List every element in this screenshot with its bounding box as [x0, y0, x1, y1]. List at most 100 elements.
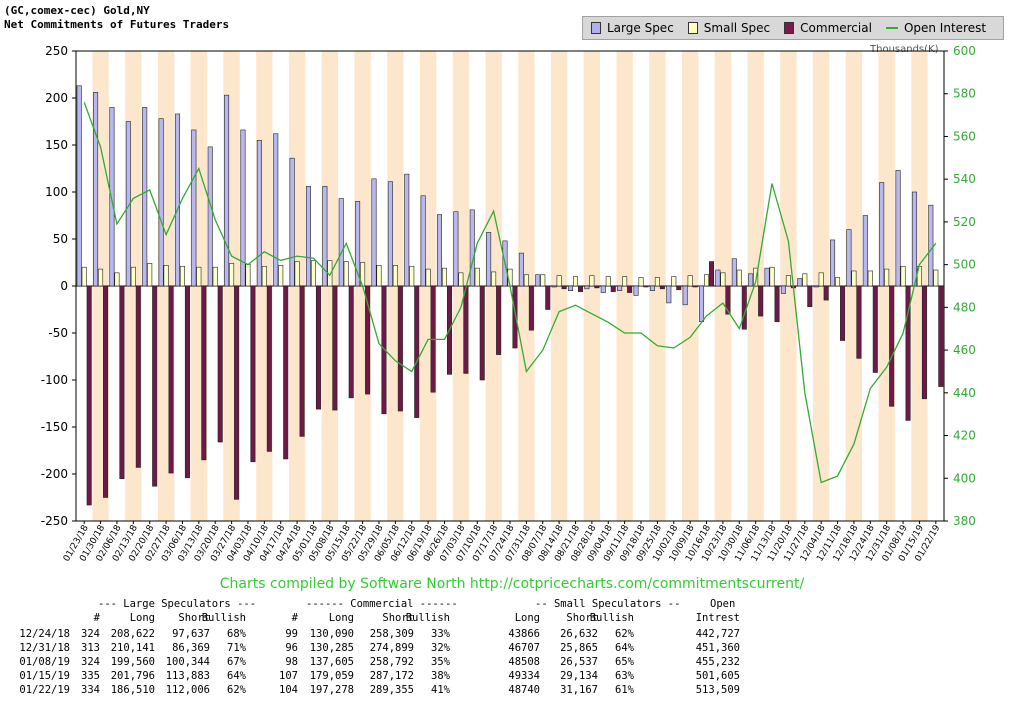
summary-column-header: Bullish — [405, 612, 450, 624]
bar-large-spec — [191, 129, 197, 287]
summary-column-header: Short — [178, 612, 210, 624]
bar-small-spec — [179, 265, 185, 287]
bar-commercial — [168, 285, 174, 474]
bar-large-spec — [355, 201, 361, 287]
right-axis-tick-label: 500 — [953, 258, 976, 272]
legend-label: Small Spec — [703, 21, 771, 35]
bar-commercial — [627, 285, 633, 293]
summary-cell: 35% — [431, 656, 450, 668]
bar-large-spec — [224, 94, 230, 287]
legend-swatch — [591, 22, 601, 34]
bar-small-spec — [785, 275, 791, 287]
legend-label: Commercial — [800, 21, 872, 35]
bar-commercial — [381, 285, 387, 415]
bar-small-spec — [261, 265, 267, 287]
summary-cell: 48740 — [508, 684, 540, 696]
bar-small-spec — [441, 267, 448, 287]
bar-small-spec — [212, 266, 218, 287]
summary-cell: 335 — [81, 670, 100, 682]
bar-commercial — [332, 285, 338, 411]
summary-cell: 324 — [81, 628, 100, 640]
bar-small-spec — [572, 276, 579, 287]
bar-commercial — [659, 285, 665, 290]
bar-large-spec — [174, 113, 180, 287]
right-axis-tick-label: 600 — [953, 44, 976, 58]
summary-cell: 46707 — [508, 642, 540, 654]
bar-commercial — [315, 285, 321, 410]
bar-commercial — [234, 285, 240, 500]
bar-small-spec — [245, 264, 251, 287]
bar-commercial — [135, 285, 141, 468]
bar-large-spec — [486, 232, 492, 287]
bar-commercial — [184, 285, 190, 479]
summary-cell: 41% — [431, 684, 450, 696]
right-axis-unit-label: Thousands(K) — [870, 44, 939, 55]
summary-column-header: Intrest — [695, 612, 740, 624]
bar-commercial — [643, 285, 649, 288]
summary-cell: 287,172 — [369, 670, 414, 682]
bar-small-spec — [867, 270, 873, 287]
left-axis-tick-label: -200 — [41, 467, 68, 481]
bar-small-spec — [474, 267, 480, 287]
bar-small-spec — [294, 261, 300, 287]
left-axis-tick-label: -100 — [41, 373, 68, 387]
bar-commercial — [840, 285, 846, 341]
cot-chart: -250 -200 -150 -100 -50 0 50 100 150 200 250 380 400… — [41, 44, 976, 564]
summary-cell: 501,605 — [695, 670, 740, 682]
bar-commercial — [266, 285, 272, 452]
bar-large-spec — [256, 140, 262, 287]
summary-column-header: Bullish — [589, 612, 634, 624]
bar-small-spec — [114, 272, 120, 287]
summary-cell: 451,360 — [695, 642, 740, 654]
summary-cell: 130,090 — [309, 628, 354, 640]
summary-cell: 258,309 — [369, 628, 414, 640]
bar-large-spec — [453, 211, 459, 287]
summary-cell: 38% — [431, 670, 450, 682]
bar-small-spec — [458, 272, 464, 287]
bar-commercial — [201, 285, 207, 461]
right-axis-tick-label: 400 — [953, 471, 976, 485]
summary-cell: 65% — [615, 656, 634, 668]
bar-large-spec — [404, 173, 410, 287]
bar-large-spec — [748, 273, 754, 287]
summary-cell: 208,622 — [110, 628, 155, 640]
bar-small-spec — [818, 272, 824, 287]
left-axis-tick-label: 100 — [45, 185, 68, 199]
summary-cell: 313 — [81, 642, 100, 654]
summary-cell: 455,232 — [695, 656, 740, 668]
bar-large-spec — [617, 285, 623, 291]
bar-large-spec — [420, 195, 426, 287]
summary-cell: 62% — [227, 684, 246, 696]
summary-cell: 112,006 — [165, 684, 210, 696]
bar-small-spec — [671, 276, 677, 287]
bar-commercial — [86, 285, 92, 506]
bar-large-spec — [813, 285, 819, 288]
summary-cell: 68% — [227, 628, 246, 640]
bar-small-spec — [81, 266, 87, 287]
bar-commercial — [414, 285, 420, 418]
summary-column-header: # — [291, 612, 298, 624]
bar-small-spec — [310, 260, 316, 287]
legend-item: Open Interest — [885, 21, 986, 35]
bar-commercial — [250, 285, 256, 463]
bar-large-spec — [93, 92, 99, 287]
summary-cell: 442,727 — [695, 628, 740, 640]
summary-cell: 97,637 — [172, 628, 210, 640]
summary-cell: 86,369 — [172, 642, 210, 654]
bar-commercial — [152, 285, 158, 487]
right-axis-tick-label: 580 — [953, 87, 976, 101]
bar-commercial — [545, 285, 551, 310]
bar-small-spec — [491, 271, 497, 287]
bar-small-spec — [376, 265, 382, 287]
bar-small-spec — [343, 261, 349, 287]
summary-column-header: Long — [129, 612, 155, 624]
summary-group-header: ------ Commercial ------ — [306, 598, 458, 610]
right-axis-tick-label: 440 — [953, 386, 976, 400]
bar-commercial — [758, 285, 764, 317]
bar-small-spec — [622, 276, 628, 287]
summary-cell: 43866 — [508, 628, 540, 640]
legend-swatch — [885, 27, 898, 29]
summary-row-date: 01/15/19 — [19, 670, 70, 682]
bar-large-spec — [142, 107, 148, 287]
legend-label: Large Spec — [607, 21, 674, 35]
